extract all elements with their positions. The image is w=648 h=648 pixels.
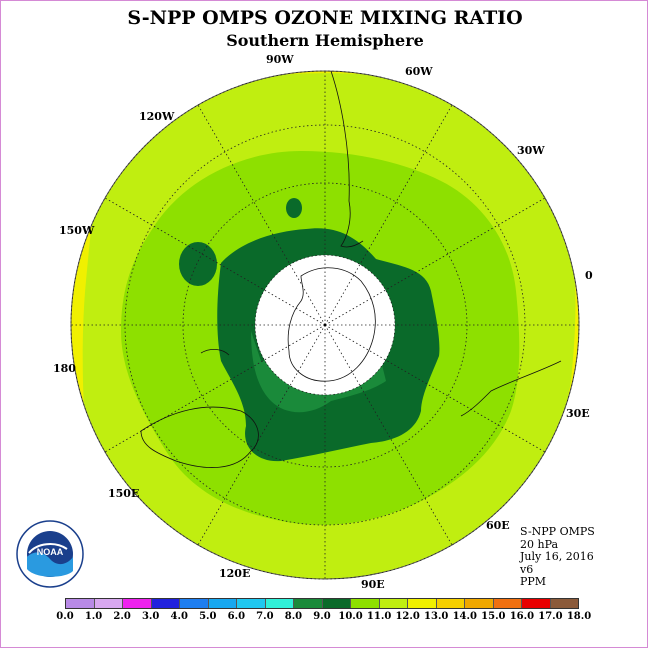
colorbar-swatch — [208, 599, 237, 608]
colorbar — [65, 598, 579, 609]
dark-green-patch-west — [179, 242, 217, 286]
noaa-logo: NOAA — [16, 520, 84, 588]
colorbar-swatch — [151, 599, 180, 608]
colorbar-tick-label: 4.0 — [170, 611, 188, 622]
ozone-field — [71, 71, 579, 579]
info-instrument: S-NPP OMPS — [520, 525, 595, 538]
lon-label-150e: 150E — [108, 487, 140, 500]
info-block: S-NPP OMPS 20 hPa July 16, 2016 v6 PPM — [520, 525, 595, 589]
colorbar-swatch — [123, 599, 152, 608]
colorbar-tick-label: 7.0 — [256, 611, 274, 622]
colorbar-tick-label: 5.0 — [199, 611, 217, 622]
colorbar-tick-label: 18.0 — [566, 611, 592, 622]
colorbar-swatch — [66, 599, 95, 608]
lon-label-60w: 60W — [405, 65, 433, 78]
colorbar-tick-label: 12.0 — [395, 611, 420, 622]
colorbar-tick-label: 15.0 — [481, 611, 506, 622]
dark-green-patch-north — [286, 198, 302, 218]
south-america-coast — [330, 70, 364, 248]
colorbar-tick-label: 6.0 — [227, 611, 246, 622]
colorbar-swatch — [379, 599, 408, 608]
colorbar-swatch — [237, 599, 266, 608]
colorbar-tick-label: 17.0 — [538, 611, 563, 622]
colorbar-tick-label: 11.0 — [366, 611, 392, 622]
lon-label-90w: 90W — [266, 53, 294, 66]
lon-label-120w: 120W — [139, 110, 175, 123]
info-units: PPM — [520, 575, 547, 589]
lon-label-150w: 150W — [59, 224, 95, 237]
colorbar-swatch — [436, 599, 465, 608]
colorbar-tick-label: 14.0 — [452, 611, 477, 622]
colorbar-tick-label: 2.0 — [113, 611, 131, 622]
colorbar-tick-label: 10.0 — [338, 611, 363, 622]
colorbar-swatch — [550, 599, 578, 608]
lon-label-120e: 120E — [219, 567, 251, 580]
lon-label-180: 180 — [53, 362, 76, 375]
colorbar-swatch — [94, 599, 123, 608]
colorbar-swatch — [351, 599, 380, 608]
lon-label-30w: 30W — [517, 144, 545, 157]
colorbar-tick-label: 1.0 — [84, 611, 103, 622]
colorbar-swatch — [493, 599, 522, 608]
info-level: 20 hPa — [520, 537, 559, 551]
colorbar-tick-label: 3.0 — [141, 611, 160, 622]
colorbar-swatch — [294, 599, 323, 608]
colorbar-tick-label: 9.0 — [313, 611, 331, 622]
australia-coast — [140, 406, 259, 468]
lon-label-30e: 30E — [566, 407, 590, 420]
antarctica-coast — [287, 267, 376, 382]
colorbar-swatch — [465, 599, 494, 608]
info-version: v6 — [520, 562, 534, 576]
colorbar-swatch — [265, 599, 294, 608]
colorbar-tick-label: 16.0 — [509, 611, 535, 622]
colorbar-swatch — [522, 599, 551, 608]
info-date: July 16, 2016 — [520, 550, 594, 564]
lon-label-0: 0 — [585, 269, 593, 282]
coastlines — [140, 70, 562, 468]
new-zealand-coast — [200, 349, 230, 356]
colorbar-swatch — [180, 599, 209, 608]
colorbar-tick-label: 13.0 — [424, 611, 449, 622]
south-pole-marker — [323, 323, 327, 327]
colorbar-swatch — [322, 599, 351, 608]
africa-coast — [460, 360, 562, 417]
colorbar-swatch — [408, 599, 437, 608]
colorbar-tick-label: 0.0 — [56, 611, 74, 622]
map-title: S-NPP OMPS OZONE MIXING RATIO — [127, 7, 523, 29]
lon-label-60e: 60E — [486, 519, 510, 532]
noaa-logo-text: NOAA — [37, 547, 64, 557]
map-subtitle: Southern Hemisphere — [226, 31, 424, 50]
colorbar-tick-label: 8.0 — [284, 611, 303, 622]
lon-label-90e: 90E — [361, 578, 385, 591]
